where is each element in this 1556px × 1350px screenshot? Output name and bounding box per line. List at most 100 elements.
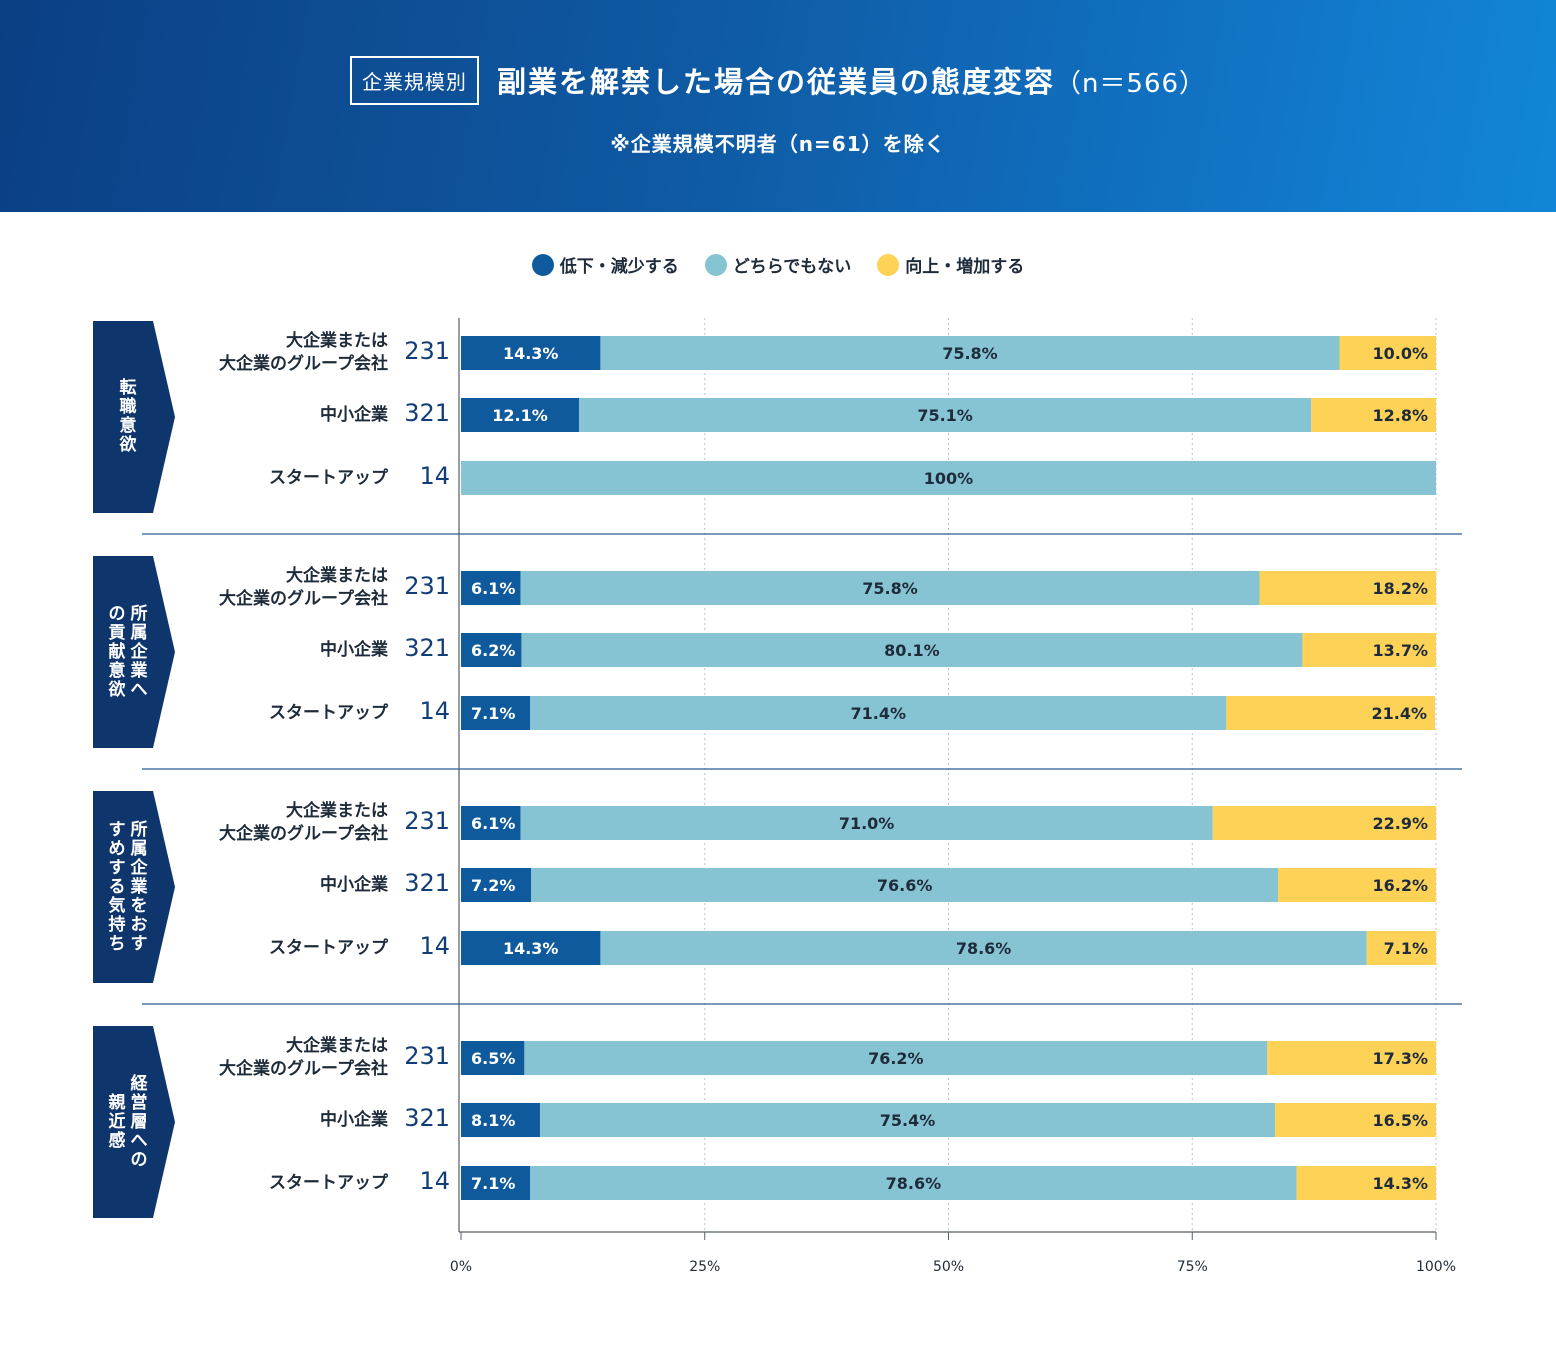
row-label-line: 中小企業: [320, 874, 388, 895]
row-label-line: 大企業のグループ会社: [219, 354, 388, 374]
chart-title: 副業を解禁した場合の従業員の態度変容（n＝566）: [497, 59, 1206, 101]
row-label-line: 大企業または: [286, 801, 388, 821]
data-label-neutral: 71.0%: [839, 814, 895, 833]
data-label-neutral: 71.4%: [851, 704, 907, 723]
group-label-block: 経営層への 親近感: [93, 1026, 177, 1218]
bar-segment-decrease: [461, 1166, 531, 1200]
bar-segment-neutral: [600, 336, 1340, 370]
category-tag: 企業規模別: [349, 55, 479, 105]
data-label-neutral: 78.6%: [956, 939, 1012, 958]
row-label-line: スタートアップ: [269, 1172, 388, 1193]
bar-segment-neutral: [539, 1103, 1276, 1137]
group-label: 所属企業をおす すめする気持ち: [93, 791, 163, 983]
x-tick-label: 75%: [1177, 1259, 1208, 1275]
row-n-value: 321: [404, 1104, 450, 1132]
bar-segment-increase: [1302, 633, 1436, 667]
row-n-value: 321: [404, 399, 450, 427]
bar-segment-decrease: [461, 806, 521, 840]
row-label-line: 中小企業: [320, 404, 388, 425]
chart-subtitle: ※企業規模不明者（n=61）を除く: [610, 132, 946, 156]
group-label-column: 転職意欲: [119, 378, 137, 455]
bar-segment-decrease: [461, 868, 532, 902]
bar-segment-increase: [1226, 696, 1436, 730]
data-label-neutral: 76.6%: [877, 876, 933, 895]
row-label: 大企業または 大企業のグループ会社: [219, 1035, 388, 1081]
row-n-value: 321: [404, 634, 450, 662]
bar-segment-decrease: [461, 1041, 525, 1075]
group-label-column: の貢献意欲: [108, 603, 126, 700]
group-label-column: すめする気持ち: [108, 819, 126, 954]
x-tick-label: 100%: [1416, 1259, 1456, 1275]
header-banner: 企業規模別 副業を解禁した場合の従業員の態度変容（n＝566） ※企業規模不明者…: [0, 0, 1556, 212]
row-label-line: スタートアップ: [269, 937, 388, 958]
bar-segment-decrease: [461, 931, 601, 965]
data-label-increase: 16.2%: [1372, 876, 1428, 895]
bar-segment-neutral: [530, 1166, 1297, 1200]
legend-label-neutral: どちらでもない: [732, 257, 852, 277]
x-tick-label: 50%: [933, 1259, 964, 1275]
row-label-line: 大企業または: [286, 566, 388, 586]
group-chevron-shape: [93, 791, 175, 983]
row-label-line: 大企業のグループ会社: [219, 1059, 388, 1079]
row-label-line: スタートアップ: [269, 702, 388, 723]
data-label-increase: 14.3%: [1372, 1174, 1428, 1193]
row-n-value: 14: [419, 1167, 450, 1195]
data-label-increase: 10.0%: [1372, 344, 1428, 363]
group-label: 転職意欲: [93, 321, 163, 513]
data-label-decrease: 6.5%: [471, 1049, 515, 1068]
bar-segment-neutral: [524, 1041, 1268, 1075]
row-label: 大企業または 大企業のグループ会社: [219, 330, 388, 376]
bar-segment-decrease: [461, 696, 531, 730]
data-label-increase: 13.7%: [1372, 641, 1428, 660]
data-label-increase: 16.5%: [1372, 1111, 1428, 1130]
legend-item-increase: 向上・増加する: [877, 252, 1024, 277]
data-label-decrease: 7.2%: [471, 876, 515, 895]
x-tick-label: 0%: [450, 1259, 472, 1275]
data-label-decrease: 7.1%: [471, 1174, 515, 1193]
title-row: 企業規模別 副業を解禁した場合の従業員の態度変容（n＝566）: [0, 52, 1556, 108]
legend-label-increase: 向上・増加する: [905, 257, 1025, 277]
bar-segment-increase: [1278, 868, 1436, 902]
row-label: 中小企業: [320, 639, 388, 662]
data-label-decrease: 8.1%: [471, 1111, 515, 1130]
row-label: スタートアップ: [269, 702, 388, 725]
data-label-decrease: 6.2%: [471, 641, 515, 660]
bar-segment-decrease: [461, 633, 522, 667]
bar-segment-neutral: [461, 461, 1436, 495]
bar-segment-increase: [1275, 1103, 1436, 1137]
data-label-increase: 18.2%: [1372, 579, 1428, 598]
bar-segment-increase: [1212, 806, 1436, 840]
row-n-value: 231: [404, 337, 450, 365]
row-label: 大企業または 大企業のグループ会社: [219, 565, 388, 611]
bar-segment-neutral: [521, 633, 1303, 667]
group-label: 経営層への 親近感: [93, 1026, 163, 1218]
data-label-neutral: 75.1%: [917, 406, 973, 425]
data-label-decrease: 6.1%: [471, 814, 515, 833]
row-label-line: 中小企業: [320, 1109, 388, 1130]
row-n-value: 231: [404, 572, 450, 600]
row-n-value: 14: [419, 697, 450, 725]
bar-segment-increase: [1259, 571, 1436, 605]
data-label-increase: 21.4%: [1372, 704, 1428, 723]
bar-segment-neutral: [578, 398, 1312, 432]
data-label-increase: 22.9%: [1372, 814, 1428, 833]
row-n-value: 231: [404, 807, 450, 835]
bar-segment-increase: [1267, 1041, 1436, 1075]
group-label: 所属企業へ の貢献意欲: [93, 556, 163, 748]
row-label-line: 大企業のグループ会社: [219, 824, 388, 844]
legend-item-neutral: どちらでもない: [704, 252, 852, 277]
data-label-increase: 17.3%: [1372, 1049, 1428, 1068]
data-label-neutral: 78.6%: [886, 1174, 942, 1193]
data-label-increase: 7.1%: [1384, 939, 1428, 958]
bar-segment-neutral: [520, 806, 1213, 840]
group-label-block: 所属企業をおす すめする気持ち: [93, 791, 177, 983]
row-label-line: 中小企業: [320, 639, 388, 660]
row-n-value: 14: [419, 462, 450, 490]
data-label-neutral: 75.8%: [862, 579, 918, 598]
bar-segment-increase: [1296, 1166, 1436, 1200]
x-tick-label: 25%: [689, 1259, 720, 1275]
bar-segment-decrease: [461, 336, 601, 370]
group-label-block: 転職意欲: [93, 321, 177, 513]
data-label-neutral: 75.4%: [880, 1111, 936, 1130]
bar-segment-decrease: [461, 1103, 540, 1137]
